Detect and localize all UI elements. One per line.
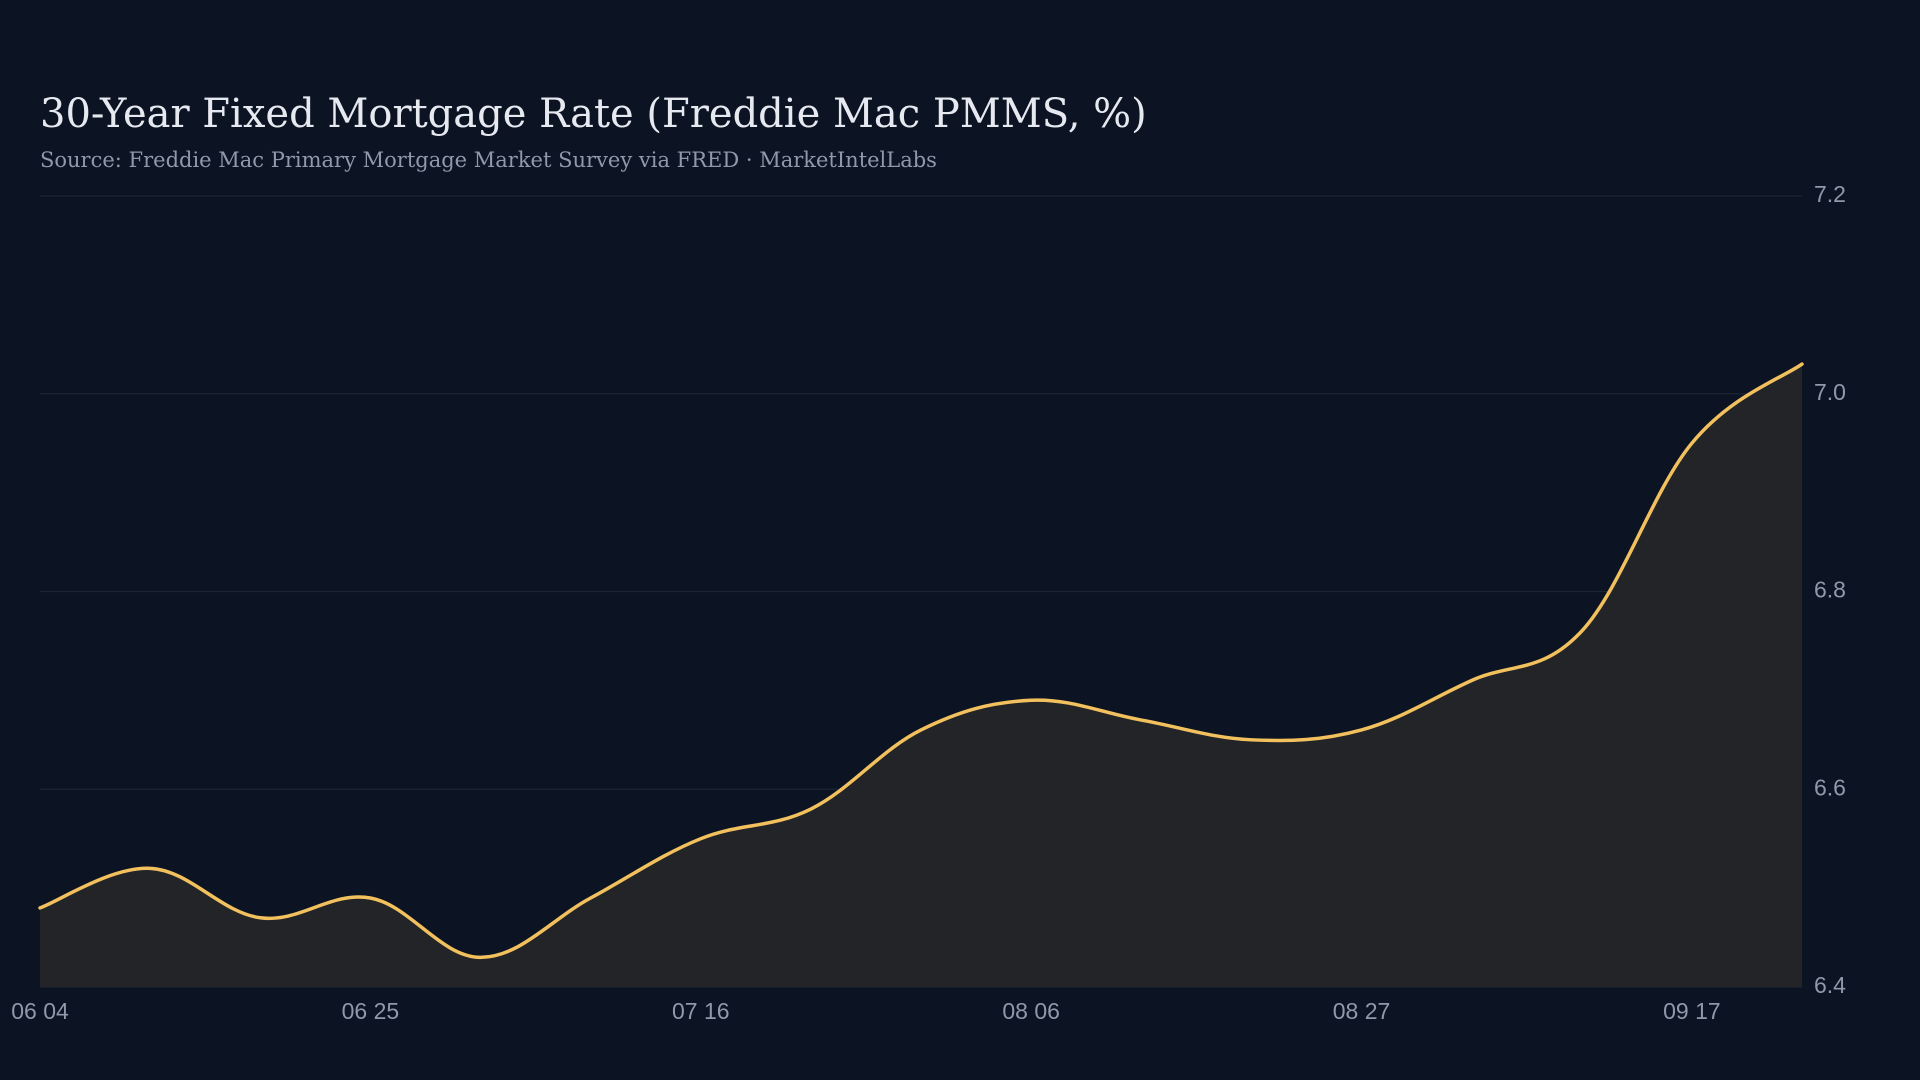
y-tick-label: 6.8: [1814, 577, 1846, 603]
series-line: [38, 362, 1804, 960]
x-tick-label: 09 17: [1663, 998, 1721, 1024]
series-area: [40, 364, 1802, 987]
y-tick-label: 6.4: [1814, 972, 1846, 998]
x-tick-label: 08 06: [1002, 998, 1060, 1024]
x-tick-label: 08 27: [1333, 998, 1391, 1024]
y-tick-label: 6.6: [1814, 774, 1846, 800]
x-tick-label: 06 04: [11, 998, 69, 1024]
x-tick-label: 07 16: [672, 998, 730, 1024]
chart-title: 30-Year Fixed Mortgage Rate (Freddie Mac…: [40, 91, 1147, 137]
y-tick-label: 7.2: [1814, 181, 1846, 207]
chart-subtitle: Source: Freddie Mac Primary Mortgage Mar…: [40, 148, 937, 172]
x-tick-label: 06 25: [342, 998, 400, 1024]
y-tick-label: 7.0: [1814, 379, 1846, 405]
